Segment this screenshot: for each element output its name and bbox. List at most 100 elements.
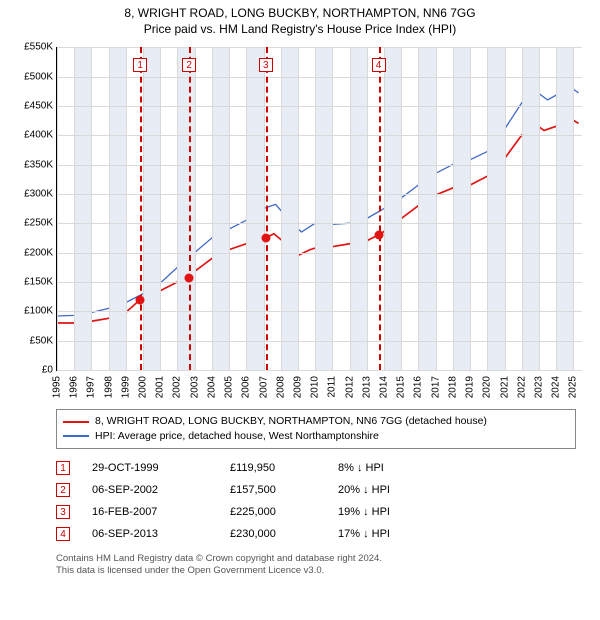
footer-line2: This data is licensed under the Open Gov…: [56, 565, 576, 577]
sale-delta: 8% ↓ HPI: [338, 462, 448, 474]
year-band: [522, 47, 539, 370]
year-band: [74, 47, 91, 370]
year-band: [556, 47, 573, 370]
x-axis-label: 2007: [258, 376, 269, 398]
sale-date: 29-OCT-1999: [92, 462, 222, 474]
sale-delta: 17% ↓ HPI: [338, 528, 448, 540]
sale-marker-line: [140, 47, 142, 370]
sale-index-box: 4: [56, 527, 70, 541]
table-row: 206-SEP-2002£157,50020% ↓ HPI: [56, 479, 576, 501]
x-axis-label: 2013: [361, 376, 372, 398]
gridline-v: [246, 47, 247, 370]
gridline-v: [367, 47, 368, 370]
gridline-v: [281, 47, 282, 370]
y-axis-label: £200K: [24, 247, 53, 258]
sale-datapoint: [185, 273, 194, 282]
table-row: 129-OCT-1999£119,9508% ↓ HPI: [56, 457, 576, 479]
table-row: 316-FEB-2007£225,00019% ↓ HPI: [56, 501, 576, 523]
sale-date: 06-SEP-2013: [92, 528, 222, 540]
gridline-v: [556, 47, 557, 370]
x-axis-label: 1996: [69, 376, 80, 398]
gridline-v: [453, 47, 454, 370]
y-axis-label: £350K: [24, 159, 53, 170]
y-axis-label: £450K: [24, 100, 53, 111]
y-axis-label: £300K: [24, 189, 53, 200]
x-axis-label: 2024: [551, 376, 562, 398]
x-axis-label: 2020: [482, 376, 493, 398]
gridline-v: [350, 47, 351, 370]
sale-datapoint: [261, 234, 270, 243]
legend-swatch-property: [63, 421, 89, 423]
x-axis-label: 2019: [465, 376, 476, 398]
gridline-v: [109, 47, 110, 370]
gridline-v: [470, 47, 471, 370]
sale-marker-box: 1: [133, 58, 147, 72]
footer: Contains HM Land Registry data © Crown c…: [56, 553, 576, 578]
gridline-v: [298, 47, 299, 370]
gridline-h: [57, 223, 582, 224]
title-block: 8, WRIGHT ROAD, LONG BUCKBY, NORTHAMPTON…: [0, 0, 600, 39]
gridline-v: [91, 47, 92, 370]
sale-marker-line: [266, 47, 268, 370]
table-row: 4 06-SEP-2013 £230,000 17% ↓ HPI: [56, 523, 576, 545]
legend: 8, WRIGHT ROAD, LONG BUCKBY, NORTHAMPTON…: [56, 409, 576, 448]
legend-label-property: 8, WRIGHT ROAD, LONG BUCKBY, NORTHAMPTON…: [95, 414, 487, 429]
legend-label-hpi: HPI: Average price, detached house, West…: [95, 429, 379, 444]
sale-price: £230,000: [230, 528, 330, 540]
sale-marker-line: [379, 47, 381, 370]
gridline-h: [57, 135, 582, 136]
x-axis-label: 2015: [396, 376, 407, 398]
gridline-h: [57, 47, 582, 48]
year-band: [418, 47, 435, 370]
x-axis-label: 2011: [327, 376, 338, 398]
x-axis-label: 2010: [310, 376, 321, 398]
sale-index-box: 2: [56, 483, 70, 497]
gridline-h: [57, 311, 582, 312]
sale-marker-box: 3: [259, 58, 273, 72]
gridline-v: [487, 47, 488, 370]
x-axis-label: 2023: [533, 376, 544, 398]
sale-marker-box: 2: [182, 58, 196, 72]
x-axis-label: 2000: [138, 376, 149, 398]
x-axis-label: 2005: [224, 376, 235, 398]
year-band: [177, 47, 194, 370]
sale-index-box: 1: [56, 461, 70, 475]
gridline-v: [229, 47, 230, 370]
gridline-v: [332, 47, 333, 370]
x-axis-label: 2014: [379, 376, 390, 398]
gridline-h: [57, 165, 582, 166]
gridline-v: [212, 47, 213, 370]
x-axis-label: 2003: [189, 376, 200, 398]
y-axis-label: £500K: [24, 71, 53, 82]
gridline-v: [573, 47, 574, 370]
year-band: [384, 47, 401, 370]
x-axis-label: 1995: [52, 376, 63, 398]
sale-price: £157,500: [230, 484, 330, 496]
year-band: [246, 47, 263, 370]
year-band: [487, 47, 504, 370]
x-axis-label: 2008: [275, 376, 286, 398]
gridline-v: [505, 47, 506, 370]
y-axis-label: £50K: [30, 335, 53, 346]
gridline-v: [143, 47, 144, 370]
sale-delta: 20% ↓ HPI: [338, 484, 448, 496]
year-band: [109, 47, 126, 370]
year-band: [281, 47, 298, 370]
gridline-h: [57, 341, 582, 342]
legend-swatch-hpi: [63, 435, 89, 437]
gridline-v: [160, 47, 161, 370]
gridline-h: [57, 194, 582, 195]
gridline-v: [384, 47, 385, 370]
x-axis-label: 2021: [499, 376, 510, 398]
x-axis-label: 2022: [516, 376, 527, 398]
gridline-v: [74, 47, 75, 370]
x-axis-label: 1999: [120, 376, 131, 398]
x-axis-label: 2016: [413, 376, 424, 398]
sale-marker-box: 4: [372, 58, 386, 72]
chart-title-address: 8, WRIGHT ROAD, LONG BUCKBY, NORTHAMPTON…: [10, 6, 590, 22]
sale-index-box: 3: [56, 505, 70, 519]
sale-date: 16-FEB-2007: [92, 506, 222, 518]
sale-price: £225,000: [230, 506, 330, 518]
year-band: [315, 47, 332, 370]
sale-marker-line: [189, 47, 191, 370]
